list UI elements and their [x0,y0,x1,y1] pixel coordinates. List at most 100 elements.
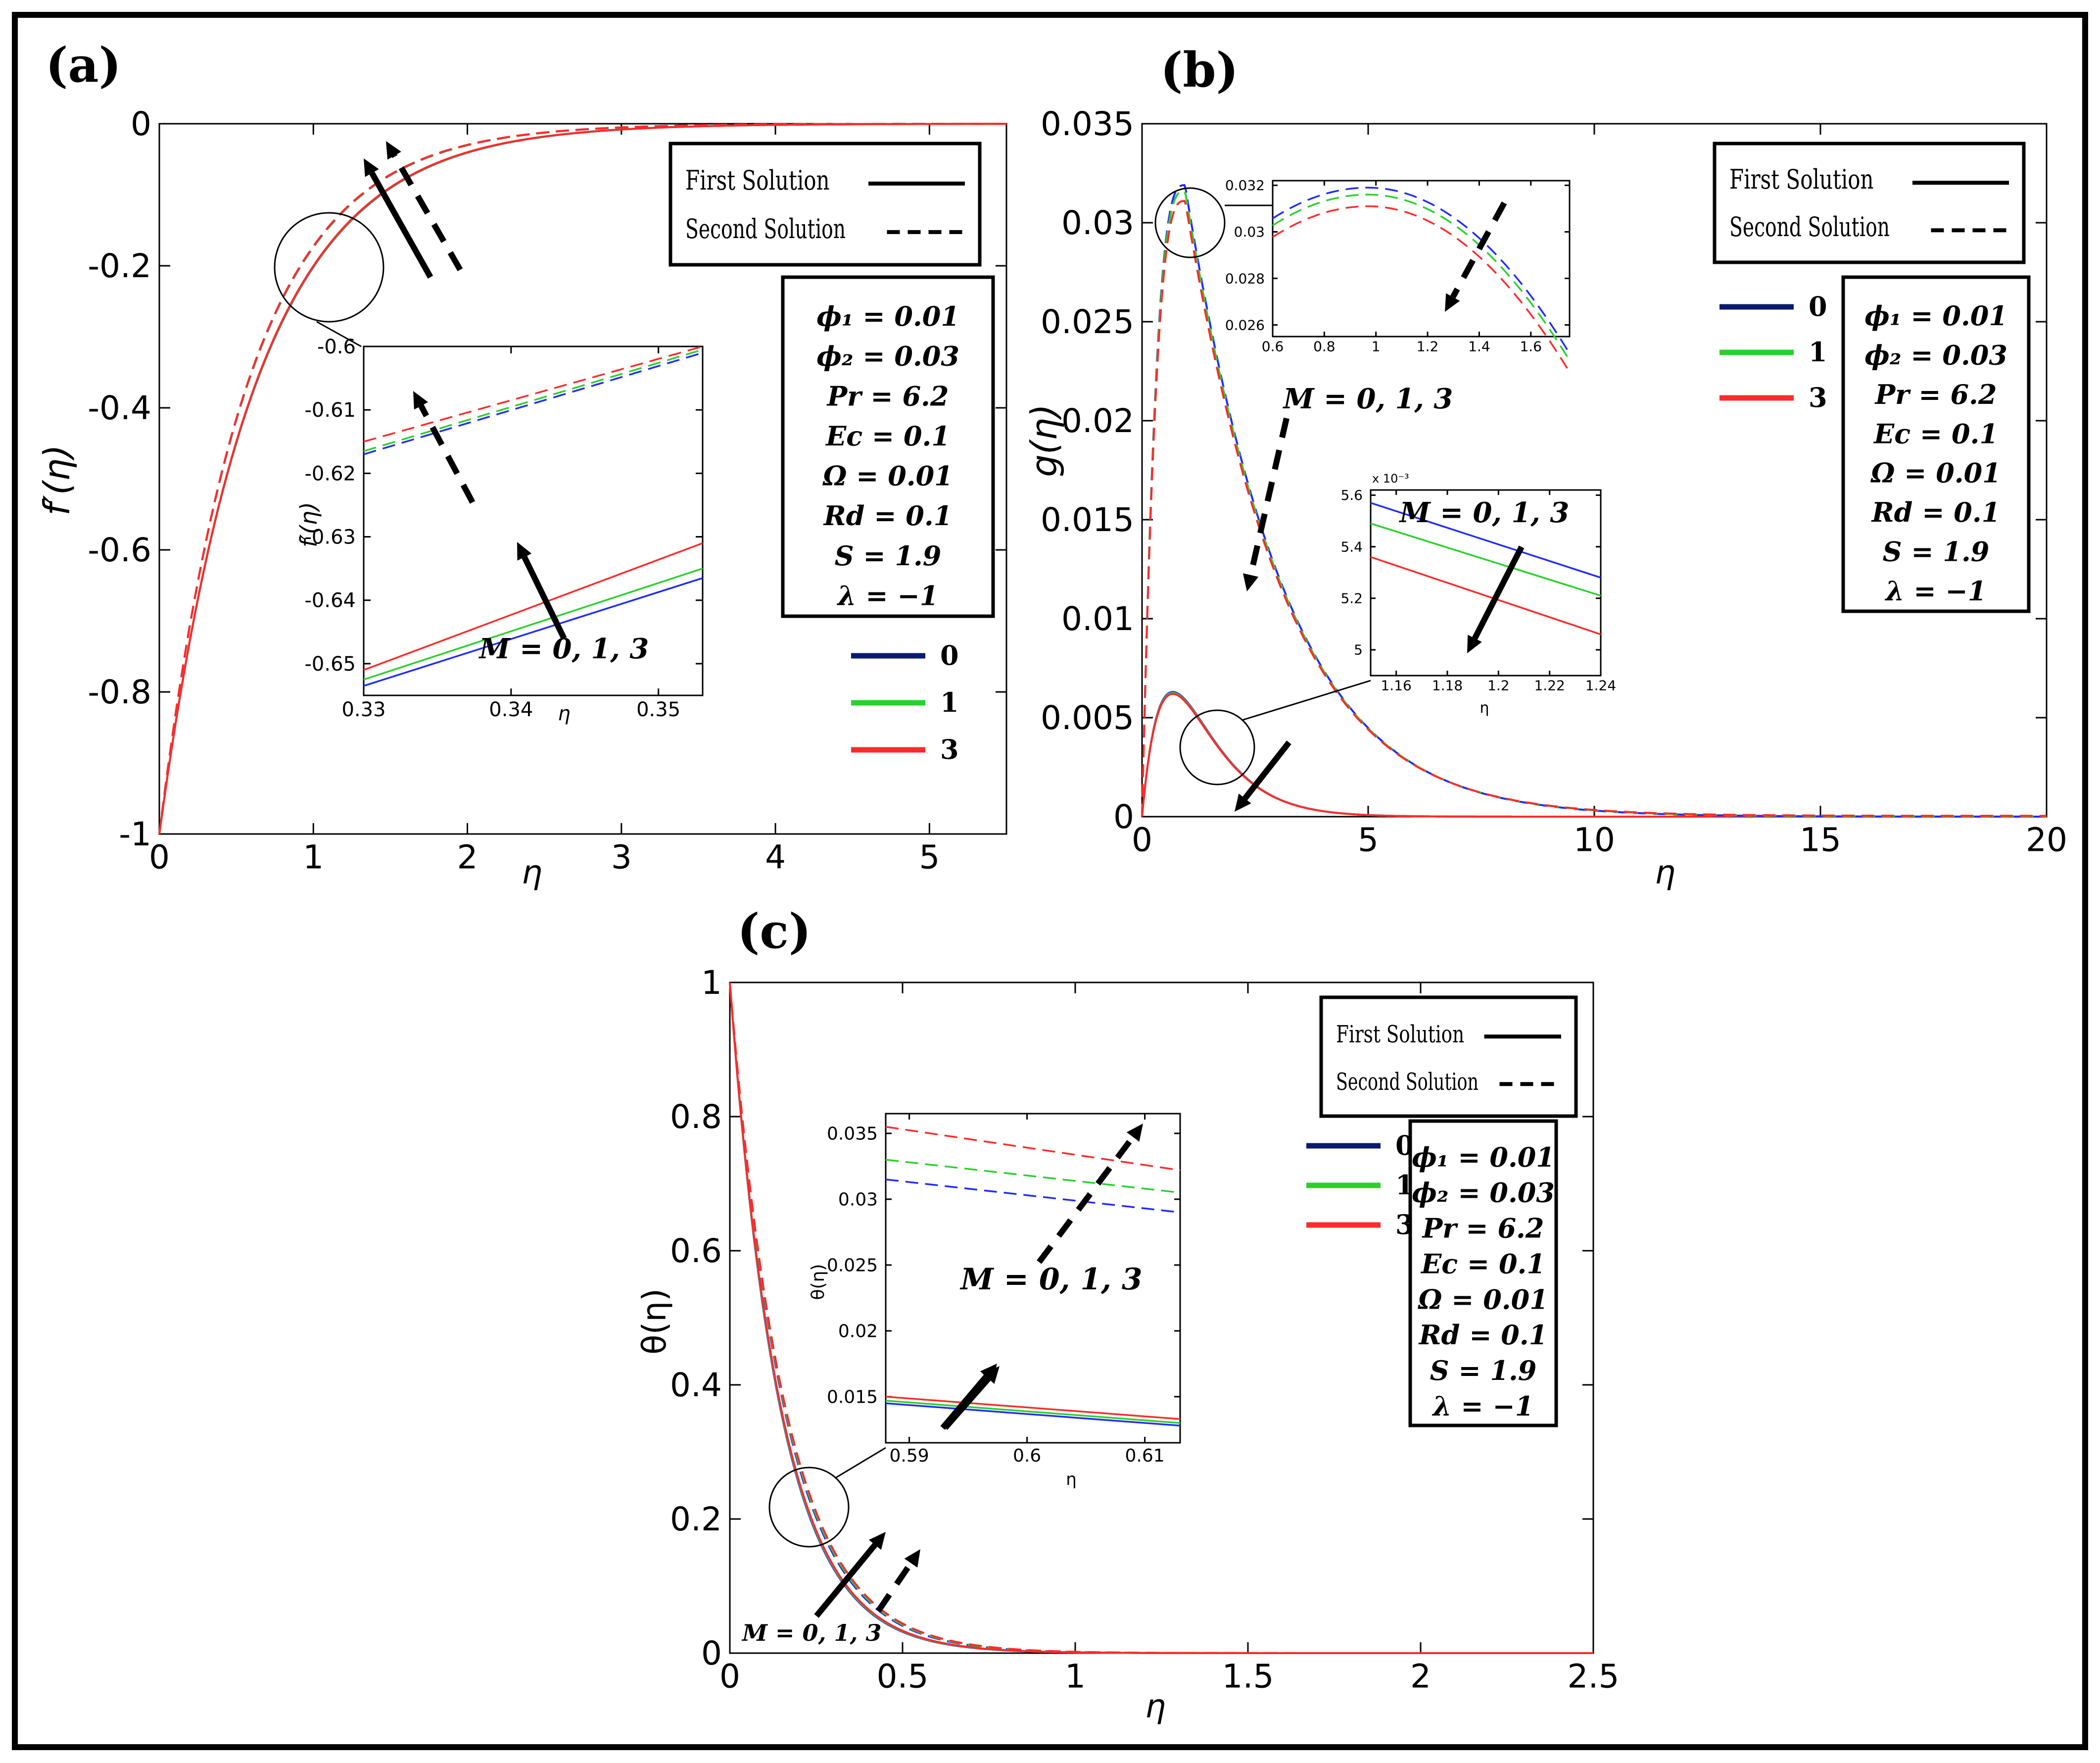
b-solution-legend [1713,142,2026,264]
c-ytick-label: 0.4 [670,1366,722,1404]
a-ylabel: f′(η) [36,444,78,516]
b-inset-top-m3 [1272,205,1571,373]
b-zoom-connector-mid [1241,680,1371,721]
b-arrow-second-head [1242,573,1259,591]
a-inset-axes-frame [363,345,704,696]
a-inset-arrow-first-shaft [522,555,567,640]
b-arrow-first-shaft [1242,740,1291,800]
c-ytick-label: 1 [701,964,722,1002]
c-ylabel: θ(η) [635,1288,673,1355]
outer-frame [12,12,2088,1750]
c-inset-first-m1 [885,1400,1181,1424]
b-inset-mid-xtick-label: 1.18 [1432,677,1463,693]
c-inset-ytick-label: 0.015 [827,1387,878,1408]
a-legend-m-label: 0 [940,639,959,671]
a-zoom-circle [274,212,384,323]
c-inset-second-m1 [885,1159,1181,1194]
b-annotation: M = 0, 1, 3 [1283,383,1453,415]
b-xtick-label: 20 [2026,821,2067,859]
c-inset-xtick-label: 0.59 [890,1446,929,1466]
b-legend-m-label: 0 [1809,291,1827,322]
a-legend-m-label: 1 [940,686,959,718]
b-inset-mid-xtick-label: 1.22 [1534,677,1565,693]
c-param-6: S = 1.9 [1430,1355,1537,1386]
b-inset-mid-xtick-label: 1.24 [1585,677,1616,693]
panel-a-label: (a) [46,37,121,93]
b-zoom-circle-top [1154,187,1226,258]
b-xtick-label: 5 [1358,821,1379,859]
c-inset-second-m0 [885,1178,1181,1214]
c-legend-first-label: First Solution [1336,1021,1464,1048]
panel-c-label: (c) [737,903,811,959]
a-inset-first-m0 [363,577,703,687]
b-inset-top-xtick-label: 1.4 [1468,338,1490,354]
b-ytick-label: 0 [1113,798,1134,836]
b-param-1: ϕ₂ = 0.03 [1864,340,2007,371]
a-xtick-label: 5 [919,838,940,876]
c-arrow-second-head [904,1549,920,1568]
c-inset-ytick-label: 0.025 [827,1256,878,1276]
c-inset-arrow-first-top-head [980,1364,997,1382]
b-param-4: Ω = 0.01 [1870,457,2001,489]
a-param-5: Rd = 0.1 [823,500,952,532]
b-inset-mid-ytick-label: 5.4 [1340,539,1363,555]
c-second-solution-m3 [729,982,1593,1654]
b-ytick-label: 0.005 [1041,699,1134,737]
c-inset-frame [885,1113,1181,1444]
c-inset-xlabel: η [1066,1469,1077,1489]
c-ytick-label: 0.2 [670,1500,722,1538]
c-xtick-label: 1.5 [1222,1657,1274,1695]
b-inset-top-xtick-label: 1 [1372,338,1381,354]
c-arrow-first-head [869,1532,886,1550]
a-second-solution-m3 [158,123,1006,834]
b-inset-top-ytick-label: 0.032 [1225,177,1265,194]
b-param-7: λ = −1 [1885,575,1987,607]
a-legend-second-label: Second Solution [685,213,846,245]
b-inset-top-ytick-label: 0.028 [1225,270,1265,287]
c-param-3: Ec = 0.1 [1420,1248,1545,1279]
a-inset-ytick-label: -0.6 [317,336,356,358]
a-inset-ytick-label: -0.63 [305,526,356,549]
a-inset-ytick-label: -0.65 [305,653,356,676]
a-param-7: λ = −1 [837,580,939,611]
b-xtick-label: 15 [1800,821,1841,859]
b-legend-m-label: 1 [1809,336,1827,368]
a-axes-frame [158,123,1007,835]
c-inset-first-m0 [885,1402,1181,1427]
a-xlabel: η [522,853,542,891]
c-inset-ylabel: θ(η) [808,1264,828,1300]
b-inset-mid-xtick-label: 1.16 [1381,677,1411,693]
b-xtick-label: 0 [1132,821,1152,859]
b-ytick-label: 0.02 [1061,402,1134,440]
b-ytick-label: 0.025 [1041,303,1134,341]
a-inset-arrow-second-head [413,391,429,410]
c-inset-ytick-label: 0.03 [838,1190,878,1210]
a-xtick-label: 2 [457,838,478,876]
b-xlabel: η [1655,853,1675,891]
a-legend-first-label: First Solution [685,165,830,196]
b-second-solution-m3 [1141,199,2047,817]
a-inset-first-m3 [363,542,703,671]
b-ytick-label: 0.03 [1061,204,1134,242]
a-ytick-label: 0 [131,105,151,143]
c-annotation: M = 0, 1, 3 [741,1619,882,1646]
b-param-box [1841,275,2031,613]
b-inset-top-arrow-head [1445,293,1460,312]
a-param-0: ϕ₁ = 0.01 [816,300,959,332]
b-inset-mid-m1 [1370,523,1601,597]
b-legend-m-label: 3 [1809,382,1827,413]
b-inset-mid-annotation: M = 0, 1, 3 [1399,496,1570,529]
c-inset-arrow-second-head [1126,1124,1143,1142]
b-inset-mid-ytick-label: 5.2 [1340,590,1363,607]
c-zoom-circle [768,1467,850,1548]
b-inset-top-m1 [1272,194,1571,361]
a-arrow-first-shaft [369,171,433,279]
a-legend-m-label: 3 [940,734,959,765]
c-param-0: ϕ₁ = 0.01 [1412,1141,1555,1173]
c-xtick-label: 2 [1410,1657,1431,1695]
c-solution-legend [1319,995,1578,1118]
a-solution-legend [668,142,982,267]
a-param-2: Pr = 6.2 [826,380,949,412]
b-inset-mid-xlabel: η [1480,699,1489,717]
